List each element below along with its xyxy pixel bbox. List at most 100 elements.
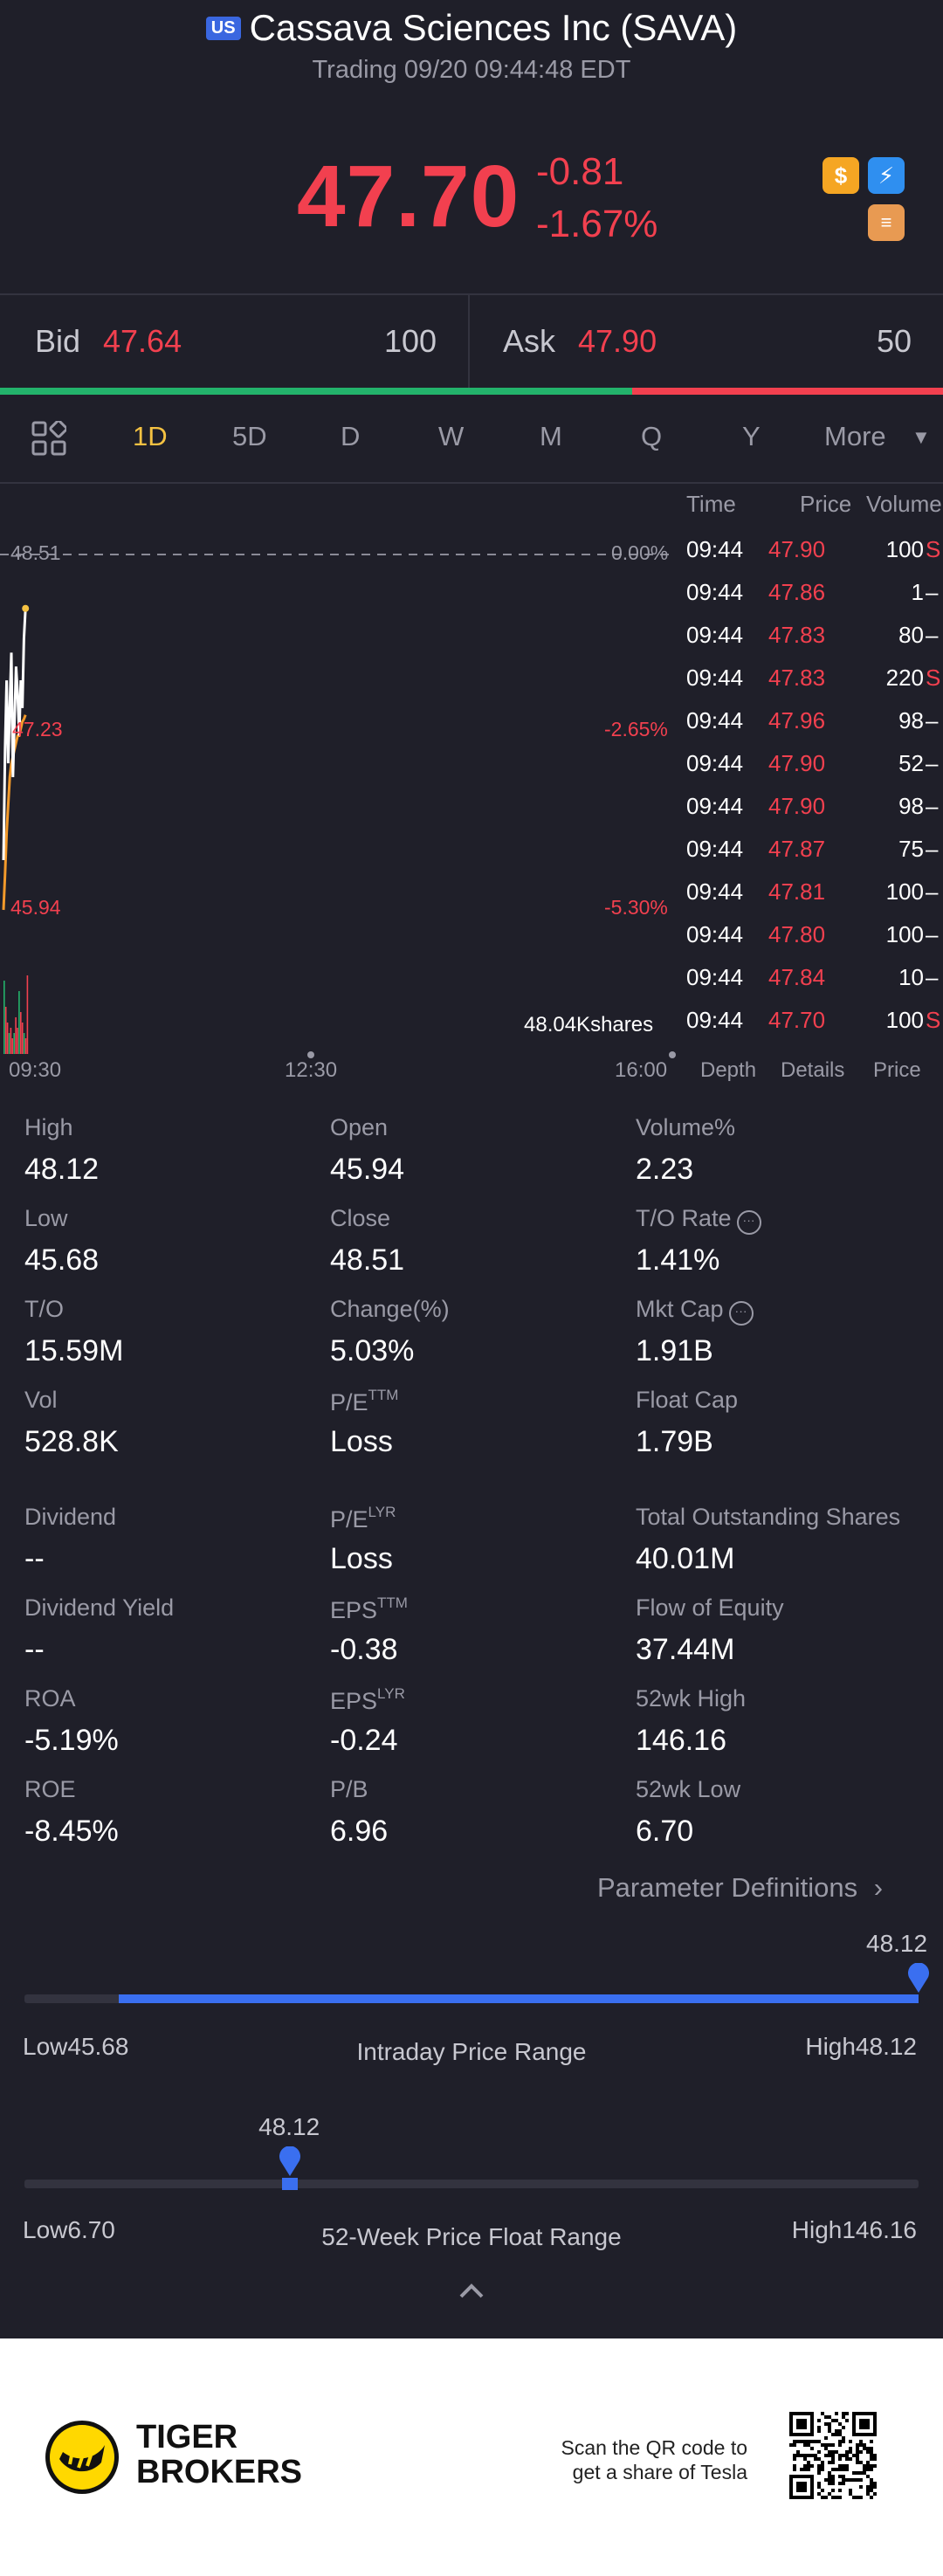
tab-m[interactable]: M bbox=[540, 421, 562, 451]
parameter-definitions-link[interactable]: Parameter Definitions › bbox=[597, 1872, 883, 1904]
volume-bar bbox=[24, 1038, 27, 1054]
stat-divyield-value: -- bbox=[24, 1633, 45, 1666]
stack-icon[interactable]: ≡ bbox=[868, 204, 905, 241]
tick-row: 09:44 47.86 1– bbox=[685, 579, 943, 622]
subtab-price[interactable]: Price bbox=[873, 1058, 921, 1082]
stat-52wkhigh-label: 52wk High bbox=[636, 1685, 747, 1712]
intraday-range-title: Intraday Price Range bbox=[356, 2038, 587, 2065]
us-market-badge: US bbox=[205, 17, 241, 40]
volume-bar bbox=[20, 1012, 22, 1054]
stat-pe-ttm-text: P/E bbox=[330, 1389, 368, 1415]
stat-high-label: High bbox=[24, 1114, 73, 1140]
chart-mid-price: 47.23 bbox=[12, 718, 63, 740]
layout-grid-icon[interactable] bbox=[31, 419, 68, 460]
tick-row: 09:44 47.83 220 S bbox=[685, 665, 943, 707]
tab-1d[interactable]: 1D bbox=[133, 421, 168, 451]
bid-size: 100 bbox=[384, 323, 437, 359]
stat-close-label: Close bbox=[330, 1205, 391, 1231]
quote-header: US Cassava Sciences Inc (SAVA) Trading 09… bbox=[0, 0, 943, 293]
price-change-pct: -1.67% bbox=[536, 203, 658, 245]
tick-volume: 80 bbox=[898, 622, 924, 648]
chevron-up-icon[interactable] bbox=[454, 2279, 489, 2306]
volume-bar bbox=[26, 975, 29, 1054]
subtab-depth[interactable]: Depth bbox=[700, 1058, 757, 1082]
subtab-details[interactable]: Details bbox=[781, 1058, 845, 1082]
tick-price: 47.81 bbox=[768, 878, 826, 905]
chart-high-price: 48.51 bbox=[10, 541, 61, 564]
tick-volume: 98 bbox=[898, 707, 924, 734]
tab-d[interactable]: D bbox=[341, 421, 361, 451]
ask-strength-bar bbox=[632, 388, 943, 395]
stat-volpct-value: 2.23 bbox=[636, 1153, 694, 1186]
chart-canvas[interactable] bbox=[0, 482, 681, 1058]
volume-bar bbox=[11, 1038, 14, 1054]
chevron-right-icon: › bbox=[873, 1872, 884, 1903]
week52-range-marker bbox=[282, 2178, 299, 2190]
stat-pe-lyr-label: P/ELYR bbox=[330, 1504, 396, 1533]
stat-floatcap-value: 1.79B bbox=[636, 1425, 713, 1458]
footer-banner: TIGER BROKERS Scan the QR code to get a … bbox=[0, 2338, 943, 2576]
volume-bar bbox=[4, 1007, 7, 1054]
stat-mktcap-text: Mkt Cap bbox=[636, 1296, 724, 1322]
stat-eps-ttm-value: -0.38 bbox=[330, 1633, 398, 1666]
location-pin-icon bbox=[907, 1962, 930, 1997]
tab-w[interactable]: W bbox=[438, 421, 465, 451]
x-axis-start: 09:30 bbox=[9, 1058, 62, 1082]
tick-row: 09:44 47.83 80– bbox=[685, 622, 943, 665]
tick-time: 09:44 bbox=[686, 793, 744, 819]
tick-row: 09:44 47.70 100 S bbox=[685, 1007, 943, 1050]
stat-eps-ttm-sup: TTM bbox=[377, 1595, 408, 1611]
more-info-icon[interactable]: ··· bbox=[728, 1301, 754, 1326]
tick-row: 09:44 47.90 100 S bbox=[685, 536, 943, 579]
volume-bar bbox=[3, 981, 5, 1054]
stat-eps-lyr-value: -0.24 bbox=[330, 1724, 398, 1757]
volume-bar bbox=[8, 1033, 10, 1054]
last-price-point bbox=[22, 604, 30, 612]
stat-pb-label: P/B bbox=[330, 1776, 368, 1802]
stat-low-label: Low bbox=[24, 1205, 68, 1231]
stat-mktcap-label: Mkt Cap ··· bbox=[636, 1296, 754, 1326]
brand-line1: TIGER bbox=[136, 2419, 238, 2455]
stat-divyield-label: Dividend Yield bbox=[24, 1595, 175, 1621]
bid-price: 47.64 bbox=[103, 323, 182, 359]
x-axis-end: 16:00 bbox=[615, 1058, 668, 1082]
volume-bar bbox=[21, 1023, 24, 1054]
flash-icon[interactable]: ⚡ bbox=[868, 157, 905, 194]
stat-roe-label: ROE bbox=[24, 1776, 76, 1802]
tab-more[interactable]: More bbox=[824, 421, 886, 451]
tab-5d[interactable]: 5D bbox=[232, 421, 267, 451]
tick-price: 47.83 bbox=[768, 622, 826, 648]
stat-tos-label: Total Outstanding Shares bbox=[636, 1504, 901, 1530]
volume-bar bbox=[13, 1033, 15, 1054]
qr-caption-line1: Scan the QR code to bbox=[561, 2436, 747, 2459]
tick-price: 47.80 bbox=[768, 921, 826, 947]
tick-flag: – bbox=[926, 964, 939, 990]
stat-change-value: 5.03% bbox=[330, 1334, 415, 1367]
tick-header-volume: Volume bbox=[866, 491, 942, 517]
tick-price: 47.87 bbox=[768, 836, 826, 862]
chevron-down-icon[interactable]: ▼ bbox=[912, 426, 931, 448]
stat-pe-lyr-text: P/E bbox=[330, 1506, 368, 1533]
tab-y[interactable]: Y bbox=[742, 421, 761, 451]
week52-low: Low6.70 bbox=[23, 2216, 115, 2243]
tick-flag: S bbox=[926, 1007, 941, 1033]
tick-flag: – bbox=[926, 579, 939, 605]
tab-q[interactable]: Q bbox=[641, 421, 663, 451]
stat-pe-lyr-value: Loss bbox=[330, 1542, 393, 1575]
stat-mktcap-value: 1.91B bbox=[636, 1334, 713, 1367]
tick-flag: S bbox=[926, 536, 941, 562]
tick-price: 47.70 bbox=[768, 1007, 826, 1033]
tick-flag: – bbox=[926, 793, 939, 819]
stat-change-label: Change(%) bbox=[330, 1296, 450, 1322]
stat-52wklow-label: 52wk Low bbox=[636, 1776, 741, 1802]
tick-volume: 100 bbox=[885, 536, 924, 562]
dollar-icon[interactable]: $ bbox=[823, 157, 859, 194]
tick-row: 09:44 47.90 52– bbox=[685, 750, 943, 793]
more-info-icon[interactable]: ··· bbox=[736, 1210, 761, 1235]
tick-flag: – bbox=[926, 878, 939, 905]
chart-mid-pct: -2.65% bbox=[604, 718, 668, 740]
stat-roa-value: -5.19% bbox=[24, 1724, 119, 1757]
tick-time: 09:44 bbox=[686, 964, 744, 990]
stat-dividend-label: Dividend bbox=[24, 1504, 117, 1530]
stat-foe-label: Flow of Equity bbox=[636, 1595, 784, 1621]
